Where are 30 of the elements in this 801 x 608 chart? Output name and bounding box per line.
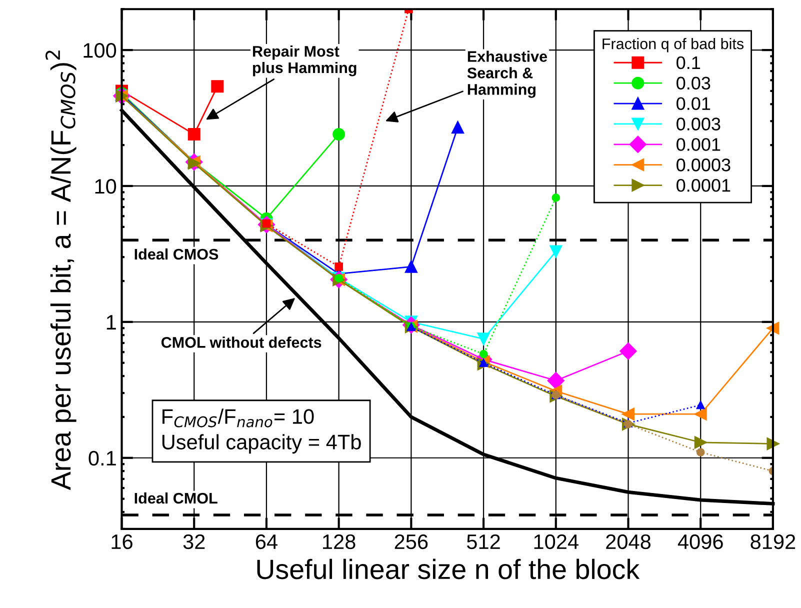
x-axis-title: Useful linear size n of the block — [257, 558, 640, 580]
annotation: Repair Most plus Hamming — [253, 46, 356, 76]
annotation: F$_{CMOS}$/F$_{nano}$= 10 Useful capacity = 4Tb — [162, 408, 361, 454]
x-tick-label: 32 — [183, 534, 205, 550]
y-tick-label: 100 — [84, 43, 116, 58]
legend-title: Fraction q of bad bits — [602, 38, 744, 52]
legend-label: 0.001 — [676, 138, 720, 151]
legend-label: 0.0001 — [676, 178, 730, 192]
x-tick-label: 512 — [466, 534, 500, 550]
y-axis-title: Area per useful bit, a = A/N(F$_{CMOS}$)$^{2}$ — [45, 50, 76, 490]
x-tick-label: 128 — [323, 534, 356, 550]
ref-line-label: Ideal CMOS — [134, 248, 218, 260]
y-tick-label: 0.1 — [88, 450, 116, 466]
x-tick-label: 256 — [394, 534, 428, 550]
legend-label: 0.1 — [676, 56, 700, 70]
x-tick-label: 1024 — [534, 534, 578, 550]
x-tick-label: 8192 — [750, 534, 796, 550]
ref-line-label: Ideal CMOL — [134, 492, 218, 504]
legend-label: 0.003 — [676, 118, 720, 130]
x-tick-label: 16 — [112, 534, 132, 550]
x-tick-label: 64 — [256, 534, 278, 550]
x-tick-label: 2048 — [606, 534, 651, 550]
x-tick-label: 4096 — [678, 534, 723, 550]
y-tick-label: 1 — [106, 315, 116, 330]
annotation: CMOL without defects — [161, 336, 322, 348]
legend-label: 0.0003 — [676, 158, 730, 172]
annotation: Exhaustive Search & Hamming — [467, 50, 548, 98]
legend-label: 0.01 — [676, 97, 710, 110]
y-tick-label: 10 — [95, 178, 116, 194]
legend-label: 0.03 — [676, 76, 710, 90]
